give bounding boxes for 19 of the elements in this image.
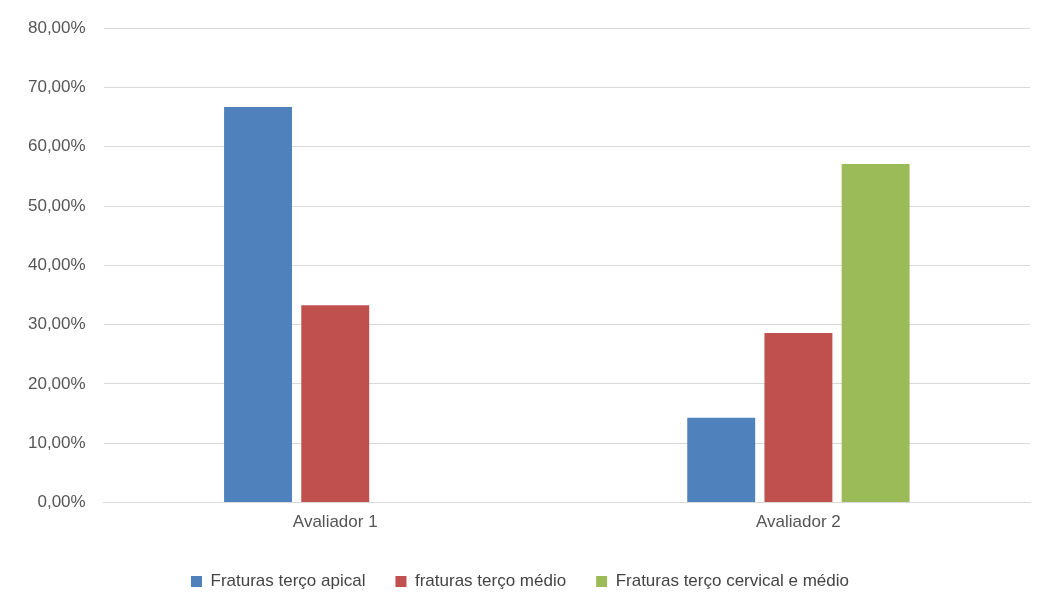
y-tick-label: 10,00% xyxy=(27,432,86,452)
bar xyxy=(764,333,833,503)
y-tick-label: 0,00% xyxy=(37,492,86,512)
y-tick-label: 70,00% xyxy=(27,77,86,97)
x-tick-label: Avaliador 1 xyxy=(292,512,378,532)
bar xyxy=(841,164,910,503)
y-tick-label: 50,00% xyxy=(27,195,86,215)
legend-label: fraturas terço médio xyxy=(414,571,567,591)
y-tick-label: 20,00% xyxy=(27,373,86,393)
y-tick-label: 60,00% xyxy=(27,136,86,156)
bar xyxy=(301,305,370,503)
bar xyxy=(687,417,756,503)
bar xyxy=(224,107,293,503)
legend-label: Fraturas terço apical xyxy=(210,571,366,591)
legend-label: Fraturas terço cervical e médio xyxy=(615,571,850,591)
x-tick-label: Avaliador 2 xyxy=(756,512,841,532)
y-tick-label: 40,00% xyxy=(27,255,86,275)
y-tick-label: 80,00% xyxy=(27,17,86,37)
y-tick-label: 30,00% xyxy=(27,314,86,334)
